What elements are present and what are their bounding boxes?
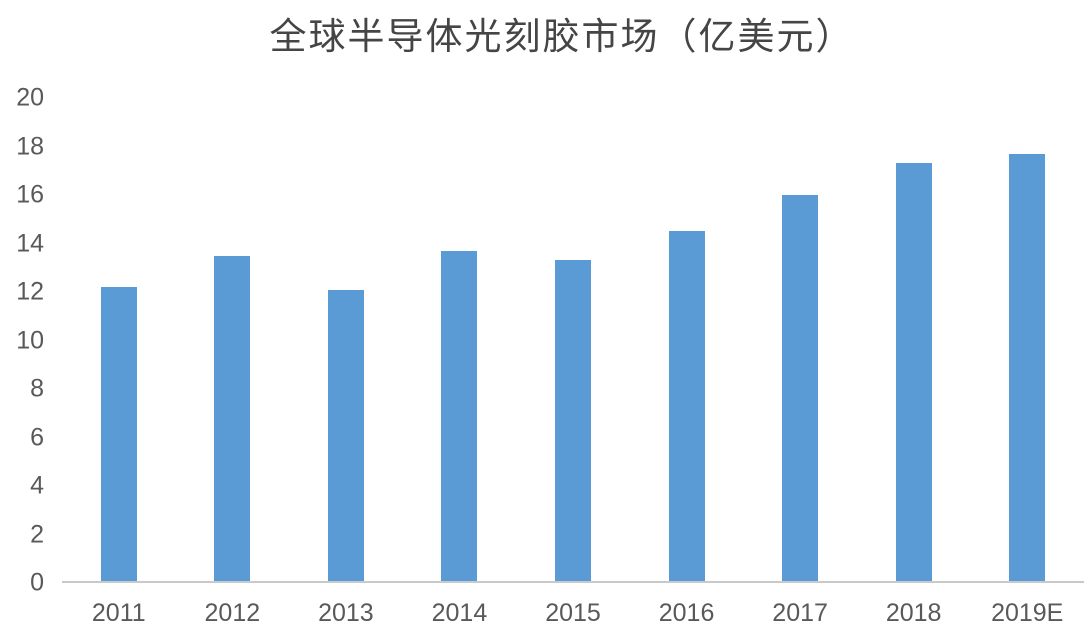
bar-2015 bbox=[555, 260, 591, 583]
x-tick-label: 2012 bbox=[204, 599, 261, 627]
x-tick-label: 2015 bbox=[545, 599, 601, 627]
x-axis-line bbox=[62, 581, 1084, 583]
y-tick-label: 4 bbox=[30, 471, 44, 500]
x-tick-label: 2013 bbox=[318, 599, 374, 627]
y-tick-label: 16 bbox=[16, 180, 44, 209]
chart-title: 全球半导体光刻胶市场（亿美元） bbox=[269, 16, 855, 57]
plot-area bbox=[62, 98, 1084, 583]
x-tick-label: 2011 bbox=[91, 599, 146, 627]
bar-2018 bbox=[895, 163, 932, 583]
y-tick-label: 6 bbox=[30, 423, 44, 451]
bar-2017 bbox=[782, 195, 819, 583]
x-tick-label: 2017 bbox=[772, 599, 828, 627]
y-tick-label: 12 bbox=[16, 277, 44, 306]
bar-2016 bbox=[668, 231, 705, 583]
bar-2012 bbox=[214, 255, 251, 583]
y-tick-label: 8 bbox=[30, 374, 44, 403]
y-tick-label: 10 bbox=[16, 326, 44, 354]
x-tick-label: 2014 bbox=[431, 599, 488, 627]
x-tick-label: 2019E bbox=[991, 599, 1064, 627]
bar-2013 bbox=[327, 289, 364, 583]
x-tick-label: 2016 bbox=[658, 599, 715, 627]
y-tick-label: 14 bbox=[16, 229, 44, 257]
y-tick-label: 18 bbox=[16, 132, 44, 160]
y-axis: 0 2 4 6 8 10 12 14 16 18 20 bbox=[0, 85, 48, 595]
bar-2011 bbox=[100, 287, 137, 583]
y-tick-label: 20 bbox=[16, 83, 44, 112]
x-tick-label: 2018 bbox=[885, 599, 942, 627]
bar-2014 bbox=[441, 250, 478, 583]
bar-2019E bbox=[1009, 153, 1046, 583]
y-tick-label: 0 bbox=[30, 568, 44, 597]
y-tick-label: 2 bbox=[30, 520, 44, 548]
x-axis: 2011 2012 2013 2014 2015 2016 2017 2018 2019E bbox=[62, 599, 1084, 632]
